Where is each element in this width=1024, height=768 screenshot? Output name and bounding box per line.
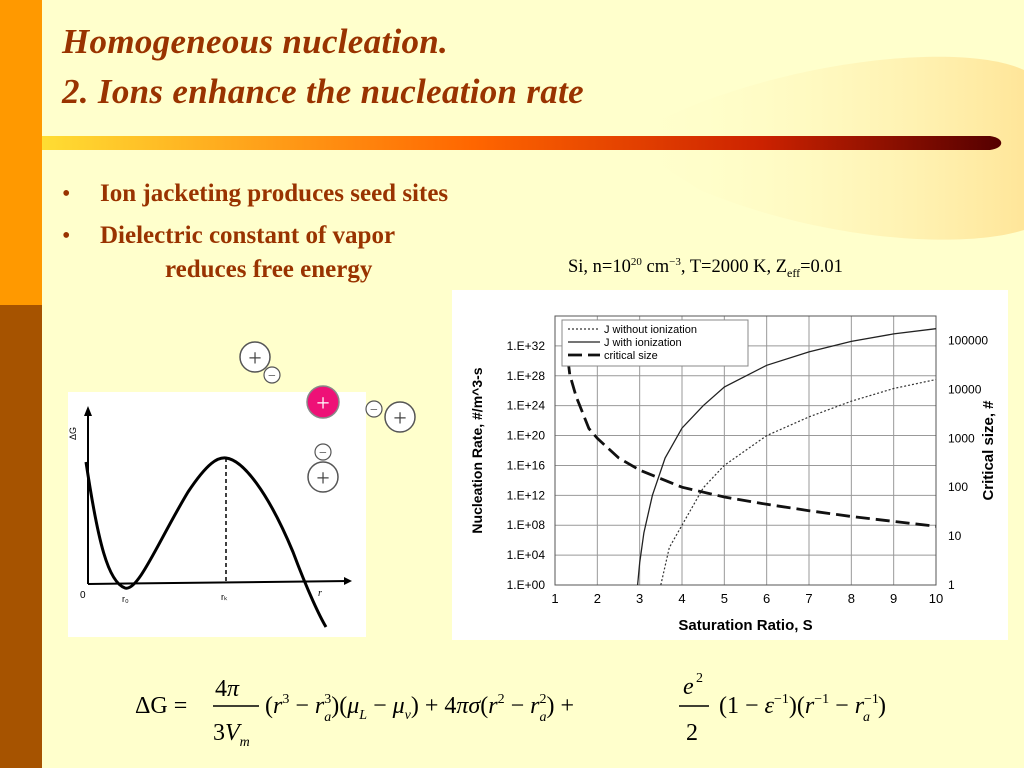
x-tick-label: 7 [805, 591, 812, 606]
negative-ion [263, 366, 281, 384]
y2-tick-label: 1000 [948, 431, 975, 445]
y-tick-label: 1.E+20 [507, 429, 546, 443]
bullet-1: Ion jacketing produces seed sites [100, 180, 449, 207]
svg-text:2: 2 [686, 720, 698, 746]
free-energy-sketch: ΔG 0 r₀ rₖ r [68, 392, 366, 637]
x-tick-label: 5 [721, 591, 728, 606]
svg-text:2: 2 [696, 671, 703, 686]
plus-sign: + [393, 406, 407, 432]
sketch-x-axis [87, 580, 351, 585]
legend-label-1: J with ionization [604, 337, 682, 349]
sketch-origin: 0 [80, 590, 86, 601]
y-tick-label: 1.E+28 [507, 369, 546, 383]
svg-text:3Vm: 3Vm [213, 720, 250, 750]
ion-pair-1: + − [239, 341, 281, 384]
y-tick-label: 1.E+32 [507, 339, 546, 353]
sketch-curve [84, 456, 328, 628]
minus-sign: − [268, 369, 276, 384]
y-axis-label: Nucleation Rate, #/m^3-s [469, 367, 485, 533]
slide-title-line1: Homogeneous nucleation. [62, 22, 449, 61]
free-energy-sketch-svg: ΔG 0 r₀ rₖ r [68, 406, 352, 628]
svg-text:(1 − ε−1)(r−1 − r−1a): (1 − ε−1)(r−1 − r−1 a) [719, 692, 886, 725]
positive-ion [239, 341, 271, 373]
bullet-dot: • [62, 181, 71, 207]
negative-ion [365, 400, 383, 418]
nucleation-chart-svg: 1 2 3 4 5 6 7 8 9 10 1.E+00 1.E+04 1.E+08 1.E+12 1.E+1… [469, 315, 997, 634]
x-tick-label: 10 [929, 591, 943, 606]
ion-pair-2: − + [365, 400, 416, 433]
left-accent-bar-bottom [0, 305, 42, 768]
y-tick-label: 1.E+12 [507, 488, 546, 502]
left-accent-bar-top [0, 0, 42, 305]
x-tick-label: 1 [551, 591, 558, 606]
minus-sign: − [370, 403, 378, 418]
series-line-0 [660, 378, 937, 586]
svg-text:4π: 4π [215, 676, 240, 702]
y-tick-label: 1.E+04 [507, 548, 546, 562]
sketch-rk: rₖ [221, 592, 228, 602]
sketch-r0: r₀ [122, 594, 129, 604]
y-tick-label: 1.E+08 [507, 518, 546, 532]
positive-ion [384, 401, 416, 433]
legend-label-2: critical size [604, 350, 658, 362]
y-tick-label: 1.E+16 [507, 458, 546, 472]
x-tick-label: 9 [890, 591, 897, 606]
plot-frame [554, 315, 937, 586]
svg-text:(r3 − r3a)(μL − μv) + 4πσ(r2 −: (r3 − r3 a)(μL − μv) + 4πσ(r2 − r2 a) + [265, 692, 574, 725]
x-tick-label: 8 [848, 591, 855, 606]
x-tick-label: 3 [636, 591, 643, 606]
bullet-dot: • [62, 223, 71, 249]
x-tick-label: 2 [594, 591, 601, 606]
x-tick-label: 4 [678, 591, 685, 606]
free-energy-formula: ΔG = 4π 3Vm (r3 − r3 a)(μL − μv) + 4πσ(r2… [135, 671, 886, 750]
plus-sign: + [248, 346, 262, 372]
y-tick-label: 1.E+24 [507, 399, 546, 413]
y-tick-label: 1.E+00 [507, 578, 546, 592]
sketch-xlabel: r [318, 588, 322, 599]
legend-box [561, 319, 749, 367]
x-tick-label: 6 [763, 591, 770, 606]
series-line-1 [636, 328, 937, 586]
nucleation-chart: 1 2 3 4 5 6 7 8 9 10 1.E+00 1.E+04 1.E+08 1.E+12 1.E+1… [452, 290, 1008, 640]
sketch-ylabel: ΔG [68, 427, 78, 440]
svg-text:ΔG =: ΔG = [135, 693, 187, 719]
series-line-2 [564, 340, 937, 528]
y2-tick-label: 10000 [948, 382, 982, 396]
y2-tick-label: 100 [948, 480, 968, 494]
bullet-2-line2: reduces free energy [165, 256, 373, 283]
y2-axis-label: Critical size, # [980, 400, 997, 501]
chart-caption: Si, n=1020 cm−3, T=2000 K, Zeff=0.01 [568, 256, 843, 280]
slide-title-line2: 2. Ions enhance the nucleation rate [62, 72, 584, 111]
x-axis-label: Saturation Ratio, S [678, 617, 812, 634]
sketch-x-arrow [344, 577, 352, 585]
y2-tick-label: 100000 [948, 333, 988, 347]
title-swoosh-decoration [42, 56, 1024, 240]
y2-tick-label: 10 [948, 529, 962, 543]
svg-text:e: e [683, 674, 694, 700]
legend-label-0: J without ionization [604, 324, 697, 336]
sketch-y-arrow [84, 406, 92, 416]
y2-tick-label: 1 [948, 578, 955, 592]
bullet-2-line1: Dielectric constant of vapor [100, 222, 396, 249]
